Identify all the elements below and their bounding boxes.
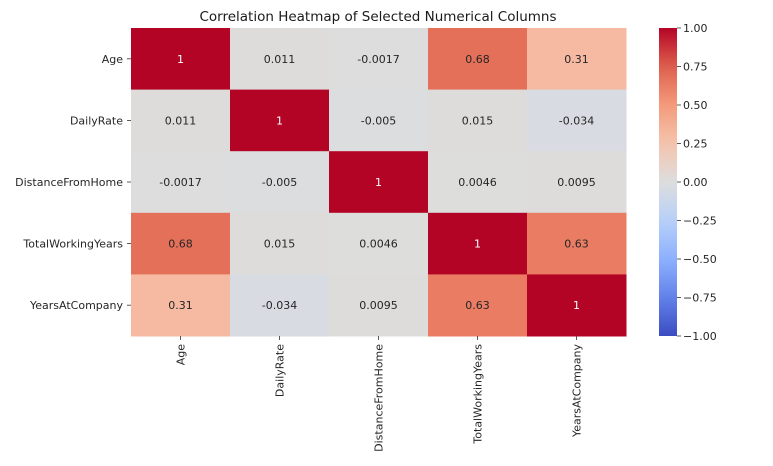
heatmap-cell (230, 212, 330, 275)
y-tick-label: DailyRate (70, 114, 123, 127)
y-tick-label: Age (102, 53, 124, 66)
colorbar-tick-label: 0.25 (683, 138, 708, 151)
heatmap-cell (527, 274, 627, 337)
cell-label: 0.015 (264, 238, 296, 251)
colorbar-tick-label: −0.50 (683, 253, 717, 266)
cell-label: 0.0046 (359, 238, 398, 251)
heatmap-cell (131, 89, 231, 152)
heatmap-cell (428, 151, 528, 214)
x-tick-label: YearsAtCompany (571, 344, 584, 438)
y-tick-label: YearsAtCompany (29, 299, 123, 312)
cell-annotations: 1 0.011 -0.0017 0.68 0.31 0.011 1 -0.005 0.015 -0… (159, 53, 595, 312)
x-tick-label: Age (175, 344, 188, 366)
cell-label: 0.0095 (557, 176, 596, 189)
heatmap-cell (428, 89, 528, 152)
colorbar-tick-label: −1.00 (683, 330, 717, 343)
heatmap-cell (428, 28, 528, 91)
cell-label: -0.034 (262, 299, 297, 312)
cell-label: 1 (375, 176, 382, 189)
heatmap-cells (131, 28, 627, 337)
colorbar-tick-label: 0.00 (683, 176, 708, 189)
cell-label: 0.015 (462, 114, 494, 127)
heatmap-cell (329, 28, 429, 91)
heatmap-cell (428, 212, 528, 275)
cell-label: 0.31 (564, 53, 589, 66)
cell-label: -0.005 (361, 114, 396, 127)
cell-label: 0.0046 (458, 176, 497, 189)
cell-label: 0.63 (564, 238, 589, 251)
heatmap-cell (230, 89, 330, 152)
cell-label: -0.034 (559, 114, 594, 127)
cell-label: 0.63 (465, 299, 490, 312)
y-axis: Age DailyRate DistanceFromHome TotalWorking… (15, 53, 131, 312)
x-tick-label: DistanceFromHome (373, 344, 386, 452)
x-tick-label: TotalWorkingYears (472, 344, 485, 445)
heatmap-cell (527, 89, 627, 152)
cell-label: -0.005 (262, 176, 297, 189)
heatmap-cell (230, 151, 330, 214)
heatmap-cell (230, 28, 330, 91)
heatmap-cell (131, 212, 231, 275)
cell-label: 1 (474, 238, 481, 251)
chart-title: Correlation Heatmap of Selected Numerica… (199, 9, 556, 25)
cell-label: 1 (276, 114, 283, 127)
colorbar: 1.00 0.75 0.50 0.25 0.00 −0.25 −0.50 −0.75 −1.00 (659, 22, 717, 343)
y-tick-label: DistanceFromHome (15, 176, 123, 189)
x-axis: Age DailyRate DistanceFromHome TotalWorking… (175, 336, 584, 452)
heatmap-cell (329, 151, 429, 214)
cell-label: -0.0017 (159, 176, 201, 189)
heatmap-cell (329, 212, 429, 275)
cell-label: 0.0095 (359, 299, 398, 312)
heatmap-cell (527, 28, 627, 91)
heatmap-cell (527, 212, 627, 275)
colorbar-tick-label: 1.00 (683, 22, 708, 35)
colorbar-tick-label: 0.75 (683, 61, 708, 74)
colorbar-tick-label: −0.25 (683, 215, 717, 228)
colorbar-tick-label: 0.50 (683, 99, 708, 112)
colorbar-tick-label: −0.75 (683, 292, 717, 305)
colorbar-gradient (659, 28, 677, 336)
heatmap-cell (131, 28, 231, 91)
cell-label: 0.011 (165, 114, 197, 127)
heatmap-cell (527, 151, 627, 214)
cell-label: -0.0017 (357, 53, 399, 66)
heatmap-cell (230, 274, 330, 337)
heatmap-cell (329, 89, 429, 152)
cell-label: 0.31 (168, 299, 193, 312)
heatmap-cell (329, 274, 429, 337)
cell-label: 0.68 (465, 53, 490, 66)
heatmap-cell (428, 274, 528, 337)
cell-label: 1 (177, 53, 184, 66)
cell-label: 1 (573, 299, 580, 312)
heatmap-cell (131, 274, 231, 337)
x-tick-label: DailyRate (274, 344, 287, 397)
cell-label: 0.011 (264, 53, 296, 66)
heatmap-cell (131, 151, 231, 214)
cell-label: 0.68 (168, 238, 193, 251)
y-tick-label: TotalWorkingYears (22, 238, 123, 251)
